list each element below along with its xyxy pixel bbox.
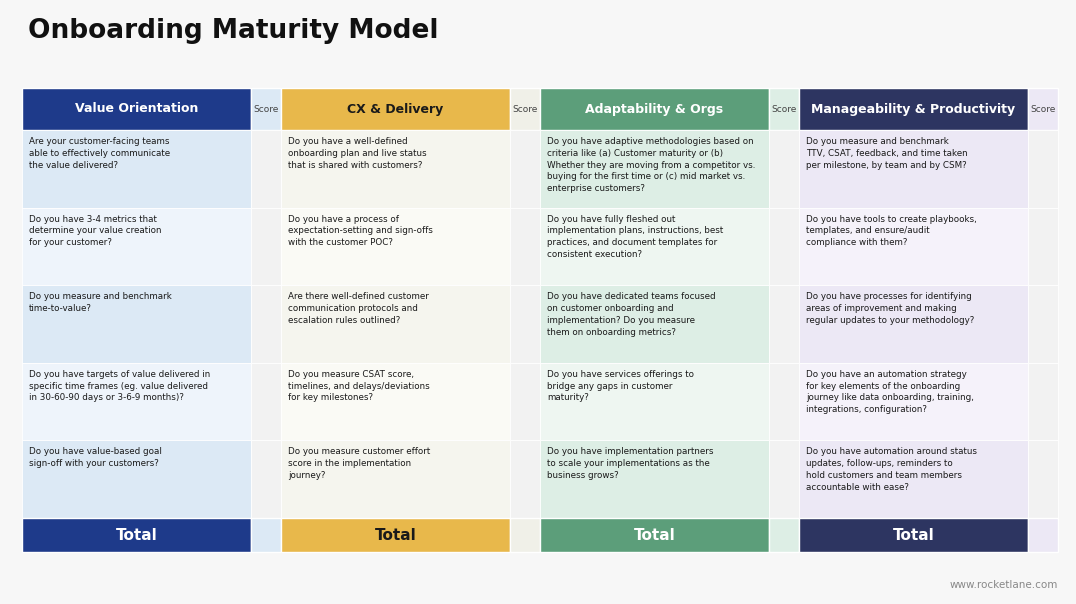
Text: Do you have services offerings to
bridge any gaps in customer
maturity?: Do you have services offerings to bridge… [547,370,694,402]
Text: Do you have an automation strategy
for key elements of the onboarding
journey li: Do you have an automation strategy for k… [806,370,974,414]
Bar [799,363,1028,440]
Bar [799,440,1028,518]
Text: Are your customer-facing teams
able to effectively communicate
the value deliver: Are your customer-facing teams able to e… [29,137,170,170]
Bar [1028,440,1058,518]
Bar [1028,208,1058,285]
Text: Do you have fully fleshed out
implementation plans, instructions, best
practices: Do you have fully fleshed out implementa… [547,214,723,259]
Bar [510,440,540,518]
Bar [510,208,540,285]
Text: Total: Total [893,527,934,542]
Bar [540,440,769,518]
Bar [281,518,510,552]
Text: Do you have a process of
expectation-setting and sign-offs
with the customer POC: Do you have a process of expectation-set… [288,214,433,247]
Text: Do you have targets of value delivered in
specific time frames (eg. value delive: Do you have targets of value delivered i… [29,370,210,402]
Text: Do you have processes for identifying
areas of improvement and making
regular up: Do you have processes for identifying ar… [806,292,975,325]
Text: www.rocketlane.com: www.rocketlane.com [950,580,1058,590]
Bar [22,363,251,440]
Text: Score: Score [512,104,538,114]
Bar [769,363,799,440]
Bar [22,440,251,518]
Bar [22,285,251,363]
Text: Total: Total [115,527,157,542]
Text: Total: Total [374,527,416,542]
Bar [251,440,281,518]
Bar [1028,130,1058,208]
Text: Do you have adaptive methodologies based on
criteria like (a) Customer maturity : Do you have adaptive methodologies based… [547,137,755,193]
Bar [540,285,769,363]
Text: Do you measure CSAT score,
timelines, and delays/deviations
for key milestones?: Do you measure CSAT score, timelines, an… [288,370,429,402]
Bar [251,518,281,552]
Bar [540,518,769,552]
Bar [769,518,799,552]
Bar [799,130,1028,208]
Text: Value Orientation: Value Orientation [75,103,198,115]
Bar [769,208,799,285]
Text: Do you have tools to create playbooks,
templates, and ensure/audit
compliance wi: Do you have tools to create playbooks, t… [806,214,977,247]
Bar [1028,518,1058,552]
Text: Do you have 3-4 metrics that
determine your value creation
for your customer?: Do you have 3-4 metrics that determine y… [29,214,161,247]
Bar [540,208,769,285]
Text: Score: Score [253,104,279,114]
Text: Do you have dedicated teams focused
on customer onboarding and
implementation? D: Do you have dedicated teams focused on c… [547,292,716,336]
Bar [769,285,799,363]
Text: Do you measure and benchmark
TTV, CSAT, feedback, and time taken
per milestone, : Do you measure and benchmark TTV, CSAT, … [806,137,967,170]
Bar [510,363,540,440]
Bar [22,88,251,130]
Text: Score: Score [1031,104,1056,114]
Bar [22,130,251,208]
Bar [799,518,1028,552]
Text: Do you have implementation partners
to scale your implementations as the
busines: Do you have implementation partners to s… [547,448,713,480]
Text: Are there well-defined customer
communication protocols and
escalation rules out: Are there well-defined customer communic… [288,292,429,325]
Bar [510,518,540,552]
Bar [22,208,251,285]
Text: Do you have value-based goal
sign-off with your customers?: Do you have value-based goal sign-off wi… [29,448,161,468]
Bar [510,130,540,208]
Bar [769,130,799,208]
Bar [1028,285,1058,363]
Bar [281,440,510,518]
Bar [510,88,540,130]
Bar [281,208,510,285]
Bar [769,88,799,130]
Text: Do you have automation around status
updates, follow-ups, reminders to
hold cust: Do you have automation around status upd… [806,448,977,492]
Text: CX & Delivery: CX & Delivery [348,103,443,115]
Bar [769,440,799,518]
Bar [281,363,510,440]
Bar [510,285,540,363]
Bar [251,363,281,440]
Bar [22,518,251,552]
Text: Do you measure and benchmark
time-to-value?: Do you measure and benchmark time-to-val… [29,292,172,313]
Text: Onboarding Maturity Model: Onboarding Maturity Model [28,18,439,44]
Bar [251,208,281,285]
Bar [281,285,510,363]
Bar [799,208,1028,285]
Bar [799,88,1028,130]
Bar [540,363,769,440]
Bar [281,88,510,130]
Bar [540,88,769,130]
Text: Total: Total [634,527,676,542]
Text: Adaptability & Orgs: Adaptability & Orgs [585,103,723,115]
Bar [251,88,281,130]
Text: Score: Score [771,104,796,114]
Bar [799,285,1028,363]
Bar [1028,363,1058,440]
Bar [540,130,769,208]
Bar [1028,88,1058,130]
Text: Do you measure customer effort
score in the implementation
journey?: Do you measure customer effort score in … [288,448,430,480]
Bar [281,130,510,208]
Bar [251,285,281,363]
Bar [251,130,281,208]
Text: Do you have a well-defined
onboarding plan and live status
that is shared with c: Do you have a well-defined onboarding pl… [288,137,426,170]
Text: Manageability & Productivity: Manageability & Productivity [811,103,1016,115]
